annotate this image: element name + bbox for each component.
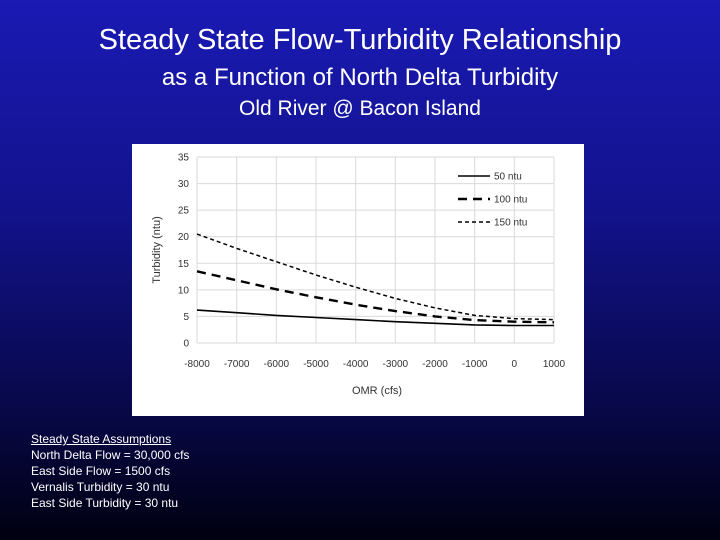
x-tick-label: 1000 xyxy=(543,359,566,370)
series-line-0 xyxy=(196,309,554,327)
x-tick-label: -5000 xyxy=(303,359,329,370)
turbidity-chart: 0 5 10 15 20 25 30 35 -8000 -7000 -6000 -5000 -4000… xyxy=(151,153,566,398)
assumption-east-side-turbidity: East Side Turbidity = 30 ntu xyxy=(31,496,179,510)
y-tick-label: 10 xyxy=(178,285,190,296)
chart-panel: 0 5 10 15 20 25 30 35 -8000 -7000 -6000 -5000 -4000… xyxy=(132,144,584,416)
y-axis-label: Turbidity (ntu) xyxy=(151,216,163,283)
location-label: Old River @ Bacon Island xyxy=(239,97,481,120)
legend-label: 100 ntu xyxy=(494,195,527,206)
assumption-north-delta-flow: North Delta Flow = 30,000 cfs xyxy=(31,448,190,462)
x-axis-label: OMR (cfs) xyxy=(352,385,402,397)
y-tick-labels: 0 5 10 15 20 25 30 35 xyxy=(178,153,190,350)
x-tick-labels: -8000 -7000 -6000 -5000 -4000 -3000 -2000 -1000… xyxy=(184,359,565,370)
assumptions-block: Steady State Assumptions North Delta Flo… xyxy=(31,431,189,511)
series-line-2 xyxy=(196,233,555,321)
assumption-vernalis-turbidity: Vernalis Turbidity = 30 ntu xyxy=(31,480,170,494)
assumptions-heading: Steady State Assumptions xyxy=(31,432,172,446)
x-tick-label: -3000 xyxy=(383,359,409,370)
x-tick-label: -1000 xyxy=(462,359,488,370)
y-tick-label: 20 xyxy=(178,232,190,243)
legend: 50 ntu 100 ntu 150 ntu xyxy=(458,172,527,229)
slide-title: Steady State Flow-Turbidity Relationship xyxy=(98,24,622,56)
assumption-east-side-flow: East Side Flow = 1500 cfs xyxy=(31,464,171,478)
series-line-1 xyxy=(196,270,555,324)
series-lines xyxy=(196,233,555,327)
y-tick-label: 0 xyxy=(183,339,189,350)
y-tick-label: 30 xyxy=(178,179,190,190)
y-tick-label: 35 xyxy=(178,153,190,164)
legend-label: 150 ntu xyxy=(494,218,527,229)
x-tick-label: -2000 xyxy=(422,359,448,370)
y-tick-label: 5 xyxy=(183,312,189,323)
y-tick-label: 25 xyxy=(178,206,190,217)
y-tick-label: 15 xyxy=(178,259,190,270)
grid xyxy=(196,156,555,344)
slide-subtitle: as a Function of North Delta Turbidity xyxy=(161,64,559,91)
legend-label: 50 ntu xyxy=(494,172,522,183)
x-tick-label: -6000 xyxy=(264,359,290,370)
x-tick-label: 0 xyxy=(512,359,518,370)
x-tick-label: -4000 xyxy=(343,359,369,370)
x-tick-label: -7000 xyxy=(224,359,250,370)
x-tick-label: -8000 xyxy=(184,359,210,370)
